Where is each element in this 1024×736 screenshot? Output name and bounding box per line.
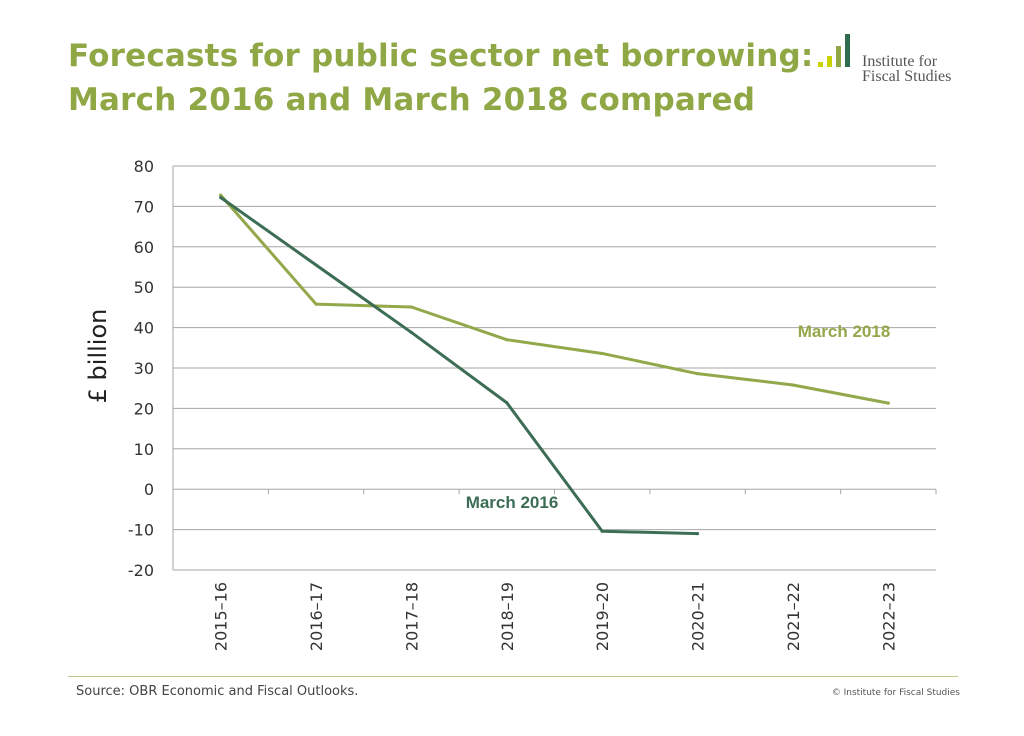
logo-bars-icon — [818, 34, 850, 67]
source-note: Source: OBR Economic and Fiscal Outlooks… — [76, 684, 359, 699]
series-label-march-2018: March 2018 — [798, 322, 891, 341]
y-tick-label--20: -20 — [128, 561, 154, 580]
y-tick-label-30: 30 — [134, 359, 154, 378]
logo-text: Institute for Fiscal Studies — [862, 53, 952, 85]
series-line-march-2018 — [219, 194, 889, 405]
title-line-1: Forecasts for public sector net borrowin… — [68, 38, 814, 74]
x-tick-label-5: 2020–21 — [689, 582, 708, 651]
logo-bar-1 — [818, 62, 823, 67]
data-point-march-2018-4 — [600, 351, 604, 356]
y-tick-label-0: 0 — [144, 480, 154, 499]
logo-bar-4 — [845, 34, 850, 67]
data-point-march-2016-2 — [409, 330, 414, 335]
title-line-2: March 2016 and March 2018 compared — [68, 82, 756, 118]
data-point-march-2016-3 — [505, 401, 509, 405]
data-point-march-2018-5 — [695, 372, 700, 376]
data-point-march-2018-6 — [791, 383, 795, 387]
logo-bar-3 — [836, 46, 841, 67]
x-tick-label-6: 2021–22 — [784, 582, 803, 651]
y-tick-label-10: 10 — [134, 440, 154, 459]
x-tick-label-1: 2016–17 — [307, 582, 326, 651]
data-point-march-2016-4 — [600, 529, 604, 533]
y-tick-label--10: -10 — [128, 521, 154, 540]
y-tick-label-60: 60 — [134, 238, 154, 257]
footer-divider — [68, 676, 958, 677]
y-tick-label-20: 20 — [134, 399, 154, 418]
ifs-logo: Institute for Fiscal Studies — [818, 34, 968, 88]
page-title: Forecasts for public sector net borrowin… — [68, 34, 814, 122]
data-point-march-2016-5 — [695, 532, 700, 536]
data-point-march-2018-3 — [505, 338, 509, 342]
y-axis-title: £ billion — [84, 309, 112, 404]
y-tick-label-80: 80 — [134, 157, 154, 176]
x-tick-label-3: 2018–19 — [498, 582, 517, 651]
y-tick-label-40: 40 — [134, 319, 154, 338]
logo-text-line-1: Institute for — [862, 53, 938, 70]
series-line-march-2016 — [219, 196, 698, 536]
x-tick-label-7: 2022–23 — [879, 582, 898, 651]
y-tick-label-50: 50 — [134, 278, 154, 297]
data-point-march-2018-2 — [409, 305, 414, 309]
logo-bar-2 — [827, 56, 832, 67]
copyright-note: © Institute for Fiscal Studies — [831, 688, 960, 698]
data-point-march-2016-1 — [314, 263, 318, 267]
y-tick-label-70: 70 — [134, 197, 154, 216]
data-point-march-2018-0 — [219, 193, 223, 197]
x-tick-label-4: 2019–20 — [593, 582, 612, 651]
x-tick-label-2: 2017–18 — [402, 582, 421, 651]
series-label-march-2016: March 2016 — [466, 493, 559, 512]
data-point-march-2018-7 — [886, 401, 890, 405]
data-point-march-2018-1 — [314, 302, 318, 306]
data-point-march-2016-0 — [219, 195, 223, 200]
logo-text-line-2: Fiscal Studies — [862, 68, 952, 85]
x-tick-label-0: 2015–16 — [212, 582, 231, 651]
